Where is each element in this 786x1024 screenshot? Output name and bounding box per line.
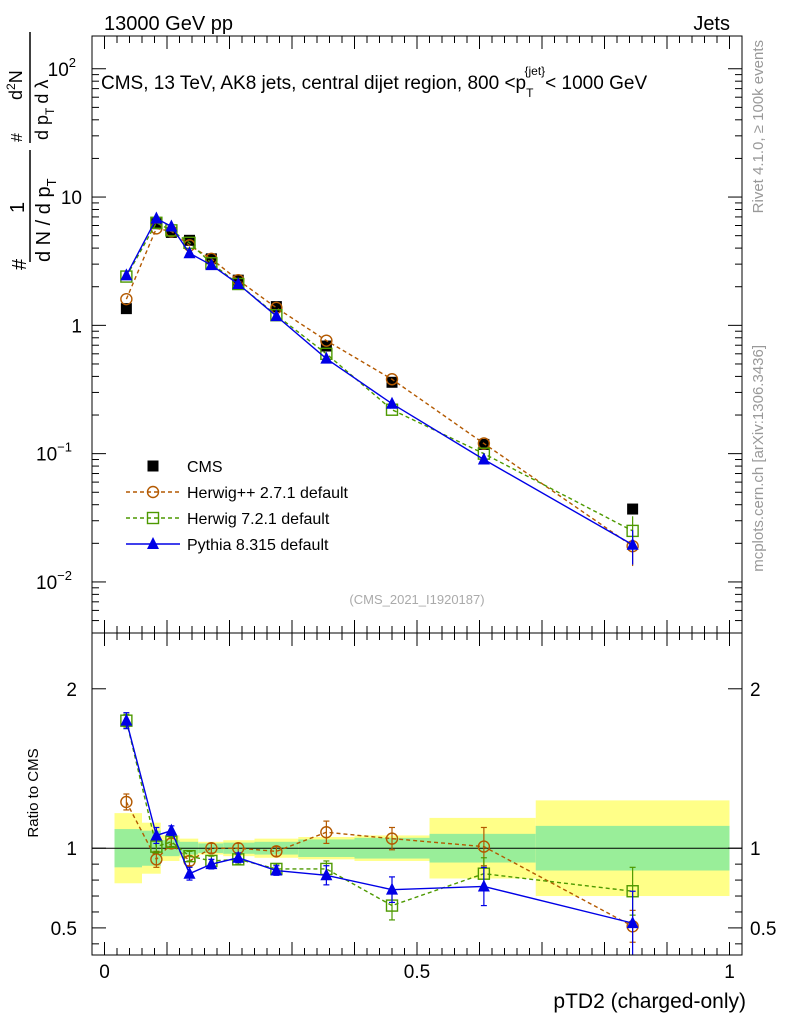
main-y-tick-label: 1 (71, 316, 82, 337)
ratio-series-point (205, 841, 218, 855)
ratio-axis-ticks: 0.5 0.5 1 1 2 2 (51, 633, 776, 955)
ratio-series-point (205, 857, 218, 870)
main-y-tick-label: 10 (61, 188, 82, 209)
ratio-y-axis-label: Ratio to CMS (25, 748, 42, 837)
ylabel-num: d2N (4, 70, 26, 100)
rivet-version-label: Rivet 4.1.0, ≥ 100k events (750, 40, 767, 213)
header-category-label: Jets (693, 13, 730, 35)
legend-marker (146, 485, 160, 499)
main-y-axis-label: # 1 d N / d pT # d2N d pTd λ (4, 32, 59, 270)
x-tick-label: 1 (724, 962, 735, 983)
main-axis-ticks: 10−2 10−1 1 10 102 (36, 36, 742, 634)
main-series-point (165, 219, 178, 232)
main-series-point (150, 211, 163, 224)
main-series-point (183, 246, 196, 259)
legend-label: Pythia 8.315 default (187, 537, 329, 554)
ratio-y-tick-label-left: 1 (66, 839, 77, 860)
legend-label: Herwig++ 2.7.1 default (187, 485, 349, 502)
main-series-point (270, 309, 283, 322)
x-axis-label: pTD2 (charged-only) (553, 990, 746, 1013)
ratio-series-point (150, 828, 163, 841)
main-y-tick-label: 10−1 (36, 440, 72, 466)
plot-title-sub: T (526, 86, 534, 100)
main-series-point (320, 334, 333, 347)
main-series-point (232, 277, 245, 290)
ratio-series-point (120, 713, 133, 726)
cms-data-point (120, 303, 132, 315)
cms-data-point (270, 301, 282, 313)
x-tick-label: 0 (99, 962, 110, 983)
main-series-point (386, 396, 398, 409)
cms-data-point (150, 218, 162, 230)
ratio-y-tick-label-right: 1 (750, 839, 761, 860)
ratio-series-point (320, 826, 333, 839)
legend-marker-cms (147, 460, 159, 472)
ratio-series-point (232, 850, 245, 863)
legend-marker (147, 537, 159, 549)
main-series-point (120, 292, 133, 306)
ratio-series-point (270, 845, 283, 858)
ratio-series-point (165, 823, 178, 836)
plot-title-prefix: CMS, 13 TeV, AK8 jets, central dijet reg… (101, 73, 526, 94)
mcplots-label: mcplots.cern.ch [arXiv:1306.3436] (750, 345, 767, 572)
plot-title-sup: {jet} (524, 64, 545, 78)
analysis-id: (CMS_2021_I1920187) (349, 592, 484, 607)
main-series-point (477, 437, 491, 450)
ratio-series-point (183, 866, 196, 879)
main-y-tick-label: 10−2 (36, 568, 72, 594)
ratio-y-tick-label-left: 2 (66, 680, 77, 701)
legend-label: Herwig 7.2.1 default (187, 511, 330, 528)
x-tick-label: 0.5 (404, 962, 430, 983)
ylabel-dN: d N / d pT (33, 178, 59, 262)
ratio-series-point (150, 853, 163, 866)
x-axis-ticks: 0 0.5 1 (99, 962, 735, 983)
ratio-series-point (477, 879, 490, 892)
ratio-frame (91, 632, 743, 956)
main-series-point (205, 258, 218, 271)
ratio-series-point (320, 868, 333, 881)
ratio-series-point (165, 835, 178, 849)
ratio-y-tick-label-right: 0.5 (750, 919, 776, 940)
legend-marker (146, 511, 160, 525)
main-series-layer (120, 211, 639, 567)
ratio-y-tick-label-left: 0.5 (51, 919, 77, 940)
cms-data-point (627, 503, 639, 515)
header-energy-label: 13000 GeV pp (104, 13, 233, 35)
main-panel: 10−2 10−1 1 10 102 (36, 35, 743, 634)
plot-title: CMS, 13 TeV, AK8 jets, central dijet reg… (101, 64, 647, 100)
ratio-series-point (385, 832, 399, 845)
cms-data-point (478, 438, 490, 450)
ylabel-hash-1: # (9, 258, 31, 270)
legend: CMS Herwig++ 2.7.1 default Herwig 7.2.1 de… (126, 459, 349, 554)
ylabel-one: 1 (7, 202, 29, 213)
ratio-series-point (270, 863, 283, 876)
main-series-point (320, 351, 333, 364)
main-series-point (477, 452, 490, 465)
main-series-point (385, 373, 399, 386)
legend-label-cms: CMS (187, 459, 223, 476)
ratio-series-point (183, 849, 196, 863)
ratio-panel: 0.5 0.5 1 1 2 2 (51, 632, 776, 956)
ratio-series-point (477, 840, 491, 853)
ratio-y-tick-label-right: 2 (750, 680, 761, 701)
ratio-series-layer (120, 712, 639, 955)
plot-title-suffix: < 1000 GeV (545, 73, 647, 94)
ratio-series-point (120, 795, 133, 809)
cms-data-point (386, 376, 398, 388)
ylabel-den: d pTd λ (32, 80, 57, 140)
ylabel-hash-2: # (9, 133, 26, 142)
cms-data-point (165, 226, 177, 238)
ratio-series-point (626, 916, 639, 929)
main-series-point (120, 268, 133, 281)
main-y-tick-label: 102 (48, 55, 76, 81)
main-series-point (626, 537, 639, 550)
ratio-series-point (386, 882, 398, 895)
